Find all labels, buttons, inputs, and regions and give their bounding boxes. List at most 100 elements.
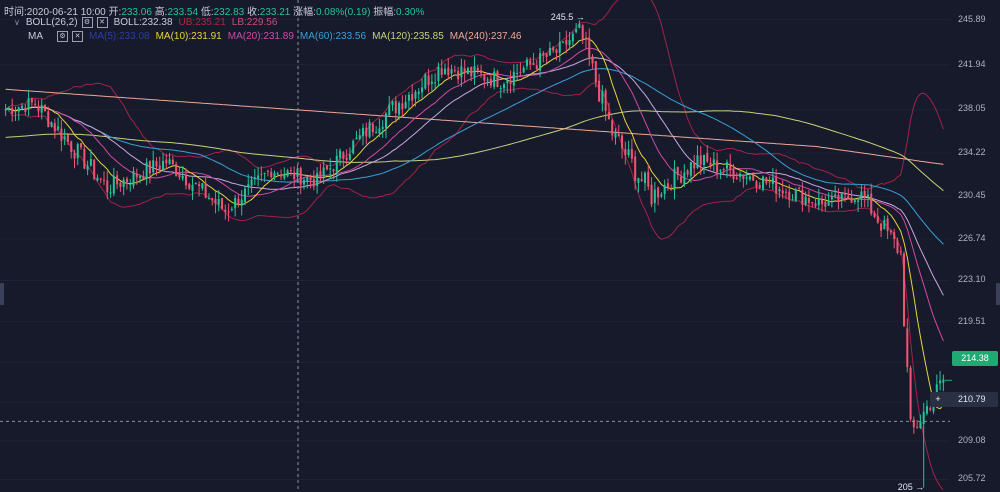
candle-body (568, 40, 571, 46)
boll-ub-label: UB: (178, 17, 196, 28)
candle-body (440, 68, 443, 75)
candle-body (460, 66, 463, 78)
y-tick-label: 241.94 (958, 58, 986, 69)
candle-body (447, 67, 450, 76)
boll-ub-value: 235.21 (195, 17, 226, 28)
ma-label: MA (28, 31, 43, 42)
candle-body (201, 183, 204, 189)
settings-icon[interactable]: ⚙ (81, 17, 93, 28)
ma-legend-item: MA(10):231.91 (156, 31, 222, 42)
candle-body (335, 155, 338, 173)
price-axis[interactable]: 245.89 241.94 238.05 234.22 230.45 226.74 223.… (950, 0, 1000, 490)
candle-body (470, 66, 473, 77)
candle-body (453, 70, 456, 72)
candle-body (207, 198, 210, 200)
candle-body (404, 101, 407, 108)
candle-body (775, 176, 778, 194)
boll-upper-line (5, 0, 944, 189)
candle-body (942, 379, 945, 383)
candle-body (306, 177, 309, 182)
candle-body (798, 187, 801, 189)
settings-icon[interactable]: ⚙ (57, 31, 68, 42)
candle-body (840, 193, 843, 200)
candle-body (443, 68, 447, 74)
ma-legend: MA ⚙ ✕ MA(5):233.08 MA(10):231.91 MA(20):2… (28, 31, 522, 42)
candle-body (250, 179, 253, 186)
candle-body (132, 171, 135, 186)
candle-body (693, 163, 696, 169)
candle-body (506, 80, 509, 84)
close-icon[interactable]: ✕ (72, 31, 83, 42)
candle-body (899, 251, 902, 253)
candle-body (96, 177, 99, 181)
time-label: 时间: (4, 7, 27, 18)
candle-body (263, 173, 266, 175)
close-icon[interactable]: ✕ (96, 17, 108, 28)
time-value: 2020-06-21 10:00 (26, 7, 106, 18)
candle-body (417, 91, 420, 95)
candle-body (712, 159, 715, 165)
candle-body (817, 198, 820, 206)
ma-legend-value: 233.56 (335, 31, 367, 42)
candle-body (50, 122, 53, 127)
candle-body (27, 98, 30, 110)
candle-body (257, 175, 260, 179)
candle-body (607, 112, 610, 120)
candle-body (634, 156, 637, 181)
candle-body (604, 90, 607, 111)
candle-body (689, 162, 692, 176)
candle-body (480, 70, 483, 74)
candle-body (512, 71, 515, 86)
candle-body (663, 185, 666, 194)
ma-legend-label: MA(20): (227, 31, 264, 42)
candle-body (706, 152, 709, 162)
candle-body (739, 173, 742, 177)
candle-body (463, 68, 466, 73)
candle-body (627, 149, 630, 156)
candle-body (725, 162, 728, 169)
candle-body (378, 128, 381, 134)
candle-body (804, 196, 807, 205)
boll-mid-value: 232.38 (141, 17, 173, 28)
ma-legend-label: MA(10): (155, 31, 192, 42)
candle-body (204, 182, 207, 198)
amplitude-value: 0.30% (395, 7, 425, 18)
candle-body (145, 162, 148, 179)
candle-body (866, 194, 869, 198)
high-marker: 245.5 → (550, 12, 585, 23)
candle-body (745, 177, 748, 179)
candle-body (352, 140, 355, 154)
chevron-down-icon[interactable]: ∨ (14, 18, 20, 27)
boll-label: BOLL(26,2) (25, 17, 78, 28)
high-value: 233.54 (167, 7, 199, 18)
candle-body (171, 159, 174, 165)
candle-body (437, 66, 440, 81)
candle-body (398, 103, 401, 115)
left-scroll-handle[interactable] (0, 283, 4, 305)
ma-legend-item: MA(60):233.56 (300, 31, 366, 42)
candle-body (37, 105, 40, 112)
right-scroll-handle[interactable] (996, 283, 1000, 305)
candle-body (7, 107, 10, 110)
indicator-lines (5, 0, 944, 490)
ma-legend-value: 231.89 (263, 31, 294, 42)
high-marker-value: 245.5 (550, 12, 574, 23)
candle-body (883, 220, 886, 230)
candle-body (758, 185, 761, 188)
ohlc-readout: 时间:2020-06-21 10:00 开:233.06 高:233.54 低:… (4, 3, 424, 18)
boll-lb-value: 229.56 (246, 17, 278, 28)
candle-body (902, 253, 906, 327)
candle-body (827, 200, 830, 206)
candle-body (165, 159, 168, 164)
candle-body (4, 109, 7, 111)
candle-body (289, 170, 292, 172)
ma-legend-item: MA(240):237.46 (450, 31, 522, 42)
candle-body (348, 154, 351, 160)
ma-legend-label: MA(60): (299, 31, 336, 42)
candle-body (857, 200, 860, 202)
candle-body (643, 172, 647, 184)
plus-icon[interactable]: + (935, 394, 941, 404)
candle-body (552, 47, 555, 51)
candle-body (719, 170, 722, 172)
